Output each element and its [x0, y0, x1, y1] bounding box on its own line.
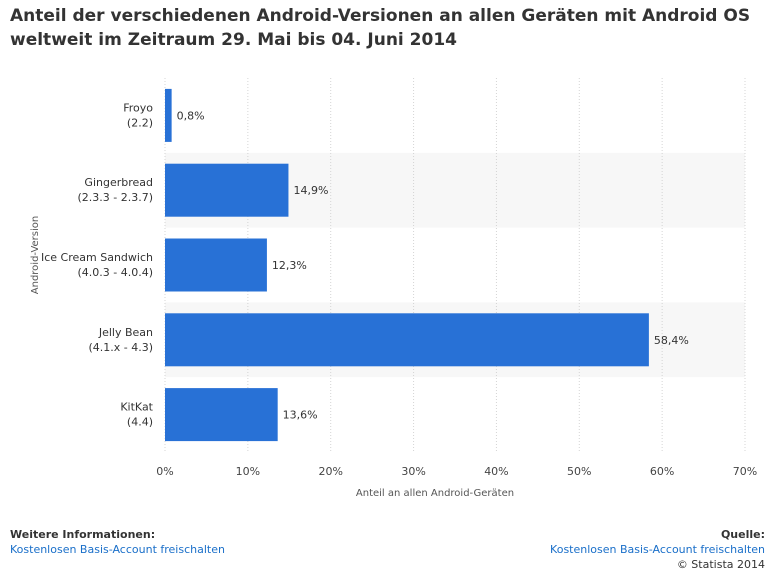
category-labels: Froyo (2.2) Gingerbread (2.3.3 - 2.3.7) Ice … — [41, 101, 154, 428]
chart-title: Anteil der verschiedenen Android-Version… — [10, 6, 751, 50]
x-tick-label: 0% — [156, 465, 173, 478]
x-tick-labels: 0% 10% 20% 30% 40% 50% 60% 70% — [156, 465, 757, 478]
category-label: KitKat (4.4) — [120, 401, 153, 429]
bar — [165, 163, 289, 217]
bars — [165, 88, 649, 442]
bar — [165, 313, 649, 367]
x-tick-label: 70% — [733, 465, 757, 478]
x-tick-label: 40% — [484, 465, 508, 478]
source-link[interactable]: Kostenlosen Basis-Account freischalten — [550, 543, 765, 556]
category-label: Ice Cream Sandwich (4.0.3 - 4.0.4) — [41, 251, 153, 279]
source-heading: Quelle: — [720, 528, 765, 541]
x-tick-label: 60% — [650, 465, 674, 478]
bar — [165, 238, 267, 292]
footer-info: Weitere Informationen: Kostenlosen Basis… — [10, 527, 225, 557]
value-label: 58,4% — [654, 334, 689, 347]
x-tick-label: 10% — [236, 465, 260, 478]
x-tick-label: 30% — [401, 465, 425, 478]
bar-chart: Froyo (2.2) Gingerbread (2.3.3 - 2.3.7) Ice … — [30, 78, 757, 499]
bar — [165, 88, 172, 142]
category-label: Gingerbread (2.3.3 - 2.3.7) — [77, 176, 153, 204]
info-link[interactable]: Kostenlosen Basis-Account freischalten — [10, 543, 225, 556]
copyright: © Statista 2014 — [676, 558, 765, 571]
category-label: Froyo (2.2) — [123, 101, 153, 129]
y-axis-title: Android-Version — [30, 216, 41, 294]
category-label: Jelly Bean (4.1.x - 4.3) — [88, 326, 153, 354]
value-label: 12,3% — [272, 259, 307, 272]
x-axis-title: Anteil an allen Android-Geräten — [356, 488, 514, 499]
value-labels: 0,8% 14,9% 12,3% 58,4% 13,6% — [177, 109, 689, 421]
value-label: 14,9% — [293, 184, 328, 197]
x-tick-label: 20% — [318, 465, 342, 478]
value-label: 0,8% — [177, 109, 205, 122]
bar — [165, 388, 278, 442]
x-tick-label: 50% — [567, 465, 591, 478]
info-heading: Weitere Informationen: — [10, 528, 156, 541]
footer-source: Quelle: Kostenlosen Basis-Account freisc… — [550, 527, 765, 572]
value-label: 13,6% — [283, 409, 318, 422]
